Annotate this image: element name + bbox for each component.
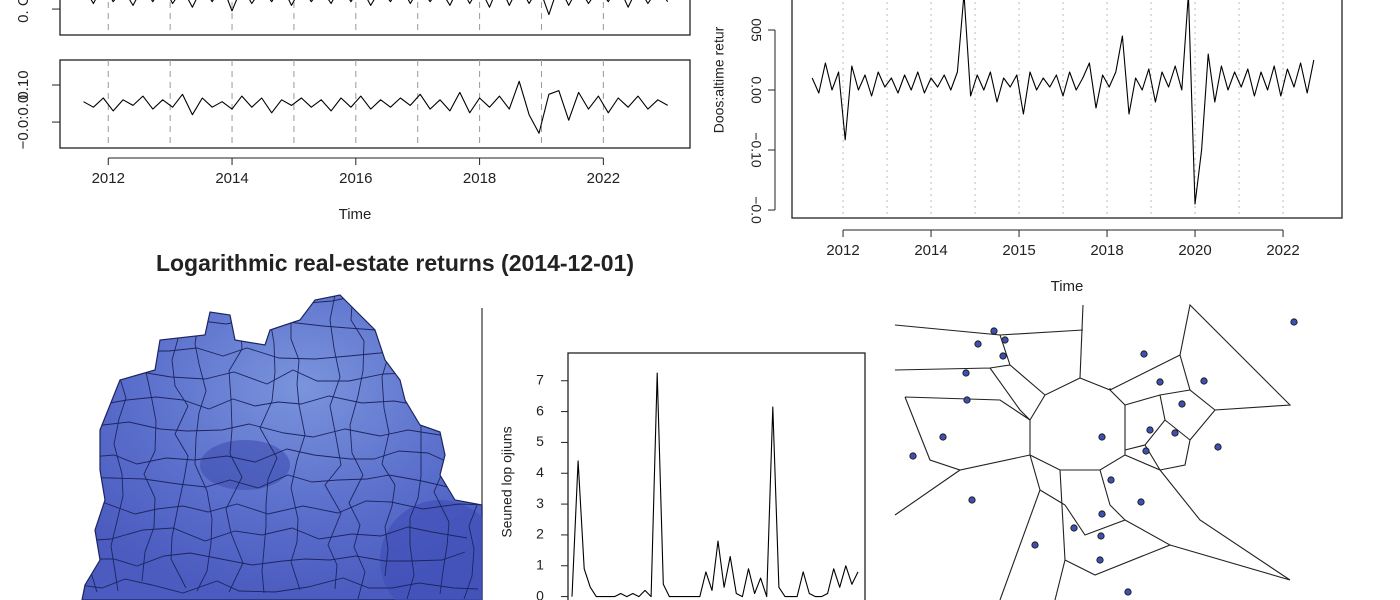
map-border	[82, 421, 476, 438]
panel-frame	[59, 0, 691, 36]
x-tick-label: 2020	[1178, 242, 1211, 259]
y-tick-label: 7	[536, 371, 544, 387]
voronoi-site	[1140, 350, 1148, 358]
y-axis-label: Seuned lop ojiuns	[499, 426, 515, 537]
voronoi-site	[963, 396, 971, 404]
voronoi-site	[1001, 336, 1009, 344]
map-border	[348, 295, 366, 600]
x-tick-label: 2014	[914, 242, 947, 259]
y-tick-label: 6	[536, 402, 544, 418]
data-line	[90, 0, 669, 16]
map-border	[324, 295, 342, 590]
map-border	[82, 474, 476, 489]
y-tick-label: −0.0	[748, 196, 764, 224]
voronoi-site	[1214, 443, 1222, 451]
map-border	[194, 295, 213, 592]
voronoi-cell	[1029, 377, 1126, 471]
map-border	[225, 295, 244, 593]
voronoi-site	[909, 452, 917, 460]
x-axis-label: Time	[339, 206, 372, 223]
panel-frame	[791, 0, 1343, 219]
y-tick-label: 005	[748, 18, 764, 42]
voronoi-site	[1137, 498, 1145, 506]
voronoi-site	[1142, 447, 1150, 455]
x-tick-label: 2022	[587, 170, 620, 187]
x-tick-label: 2022	[1266, 242, 1299, 259]
voronoi-site	[974, 340, 982, 348]
map-title: Logarithmic real-estate returns (2014-12…	[156, 250, 634, 276]
voronoi-site	[968, 496, 976, 504]
map-border	[259, 295, 278, 594]
voronoi-site	[1098, 433, 1106, 441]
voronoi-site	[1178, 400, 1186, 408]
y-tick-label: 5	[536, 433, 544, 449]
x-tick-label: 2012	[826, 242, 859, 259]
x-tick-label: 2015	[1002, 242, 1035, 259]
y-axis-label: Doos:altime retur	[711, 26, 727, 133]
voronoi-site	[1290, 318, 1298, 326]
voronoi-site	[999, 352, 1007, 360]
voronoi-site	[1098, 510, 1106, 518]
data-line	[811, 0, 1315, 205]
voronoi-edges	[894, 303, 1292, 600]
x-tick-label: 2014	[215, 170, 248, 187]
y-tick-label: −0.10	[748, 132, 764, 168]
voronoi-site	[1156, 378, 1164, 386]
y-tick-label: 0. C	[15, 0, 32, 23]
data-line	[571, 372, 859, 598]
map-border	[82, 448, 481, 465]
voronoi-diagram	[894, 303, 1298, 600]
panel-frame	[59, 59, 691, 149]
choropleth-map	[81, 294, 483, 600]
panel-frame	[567, 352, 866, 600]
map-outline	[81, 294, 483, 600]
y-tick-label: 0.10	[15, 70, 32, 99]
map-border	[289, 295, 306, 591]
voronoi-site	[1124, 588, 1132, 596]
x-tick-label: 2018	[463, 170, 496, 187]
data-line	[83, 80, 668, 134]
voronoi-site	[1200, 377, 1208, 385]
map-border	[82, 526, 468, 542]
map-region	[200, 440, 290, 490]
voronoi-site	[1096, 556, 1104, 564]
voronoi-site	[1171, 429, 1179, 437]
x-tick-label: 2012	[92, 170, 125, 187]
map-border	[82, 295, 473, 308]
map-border	[82, 551, 466, 567]
voronoi-site	[962, 369, 970, 377]
x-tick-label: 2016	[339, 170, 372, 187]
voronoi-site	[1146, 426, 1154, 434]
map-border	[82, 295, 98, 593]
voronoi-site	[1097, 532, 1105, 540]
voronoi-site	[990, 327, 998, 335]
y-tick-label: 3	[536, 495, 544, 511]
y-tick-label: −0.0:0.0	[15, 95, 32, 150]
y-tick-label: 0.00	[748, 76, 764, 103]
y-tick-label: 0	[536, 587, 544, 600]
y-tick-label: 2	[536, 526, 544, 542]
map-border	[82, 500, 482, 515]
map-border	[82, 577, 479, 594]
voronoi-site	[1070, 524, 1078, 532]
voronoi-site	[1031, 541, 1039, 549]
voronoi-site	[939, 433, 947, 441]
y-tick-label: 1	[536, 556, 544, 572]
x-tick-label: 2018	[1090, 242, 1123, 259]
voronoi-site	[1107, 476, 1115, 484]
y-tick-label: 4	[536, 464, 544, 480]
x-axis-label: Time	[1051, 278, 1084, 295]
